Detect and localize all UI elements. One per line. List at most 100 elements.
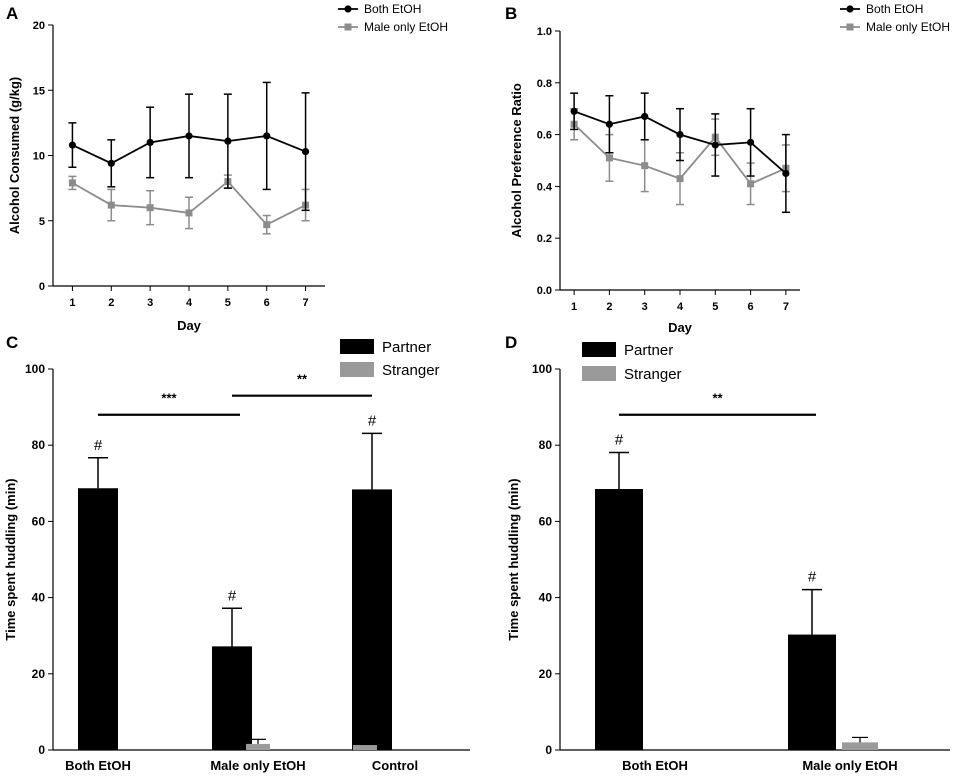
panel-letter: B xyxy=(505,4,517,23)
category-label: Male only EtOH xyxy=(210,758,305,773)
legend-swatch xyxy=(582,366,616,381)
legend: Partner Stranger xyxy=(582,342,682,383)
y-axis-title: Alcohol Consumed (g/kg) xyxy=(7,77,22,234)
x-tick-label: 6 xyxy=(748,301,754,313)
data-point xyxy=(68,141,77,149)
legend: Both EtOH Male only EtOH xyxy=(840,2,950,34)
series-both-etoh xyxy=(68,81,310,212)
data-point xyxy=(263,132,271,140)
data-point xyxy=(263,221,271,229)
x-tick-label: 1 xyxy=(69,297,75,309)
legend-label: Stranger xyxy=(382,362,440,379)
bar-stranger xyxy=(353,745,377,750)
y-tick-label: 0 xyxy=(38,743,45,757)
y-tick-label: 0.2 xyxy=(537,233,552,245)
y-tick-label: 40 xyxy=(539,591,553,605)
x-axis-title: Day xyxy=(177,318,202,333)
category-label: Male only EtOH xyxy=(802,758,897,773)
bar-partner xyxy=(212,646,252,750)
category-label: Both EtOH xyxy=(65,758,131,773)
legend-label: Male only EtOH xyxy=(364,20,448,34)
data-point xyxy=(605,120,614,128)
data-point xyxy=(641,162,649,170)
significance-hash: # xyxy=(228,587,237,604)
bar-stranger xyxy=(842,742,878,750)
y-tick-label: 15 xyxy=(33,85,45,97)
y-axis-title: Time spent huddling (min) xyxy=(506,478,521,640)
legend-swatch xyxy=(582,342,616,357)
y-axis-title: Alcohol Preference Ratio xyxy=(509,83,524,238)
data-point xyxy=(107,159,115,167)
x-tick-label: 5 xyxy=(712,301,718,313)
significance-label: *** xyxy=(161,391,177,406)
data-point xyxy=(711,141,719,149)
data-point xyxy=(570,107,578,115)
x-tick-label: 1 xyxy=(571,301,577,313)
legend-marker xyxy=(846,23,854,31)
y-tick-label: 0 xyxy=(39,281,45,293)
panel-letter: C xyxy=(6,333,18,352)
data-point xyxy=(605,154,613,162)
x-tick-label: 5 xyxy=(225,297,231,309)
x-tick-label: 4 xyxy=(186,297,193,309)
x-tick-label: 6 xyxy=(264,297,270,309)
data-point xyxy=(747,180,755,188)
bar-stranger xyxy=(246,743,270,750)
y-tick-label: 0 xyxy=(545,743,552,757)
x-tick-label: 4 xyxy=(677,301,684,313)
y-tick-label: 20 xyxy=(33,20,45,32)
bar-partner xyxy=(78,488,118,750)
data-point xyxy=(68,179,76,187)
panel-d: D 0 20 40 60 80 100 Time spent huddling (min) Bo… xyxy=(505,333,950,773)
data-point xyxy=(146,204,154,212)
bar-partner xyxy=(352,489,392,750)
legend-marker xyxy=(344,5,352,13)
data-point xyxy=(185,132,193,140)
significance-label: ** xyxy=(297,372,308,387)
x-axis-title: Day xyxy=(668,320,693,335)
legend-label: Stranger xyxy=(624,366,682,383)
legend-swatch xyxy=(340,339,374,354)
x-tick-label: 2 xyxy=(606,301,612,313)
panel-a: A 0 5 10 15 20 Alcohol Consumed (g/kg) 1 2 3 4 5 6 7 D… xyxy=(6,2,448,333)
data-point xyxy=(146,138,154,147)
data-point xyxy=(224,137,232,145)
data-point xyxy=(641,112,649,121)
significance-label: ** xyxy=(712,391,723,406)
legend-label: Male only EtOH xyxy=(866,20,950,34)
y-tick-label: 0.8 xyxy=(537,78,552,90)
data-point xyxy=(185,209,193,217)
y-tick-label: 20 xyxy=(539,667,553,681)
significance-hash: # xyxy=(615,431,624,448)
y-tick-label: 10 xyxy=(33,151,45,163)
significance-hash: # xyxy=(808,569,817,586)
x-tick-label: 7 xyxy=(303,297,309,309)
legend-swatch xyxy=(340,362,374,377)
y-tick-label: 60 xyxy=(539,514,553,528)
y-tick-label: 100 xyxy=(25,362,45,376)
bar-partner xyxy=(595,489,643,750)
data-point xyxy=(676,131,684,139)
x-tick-label: 2 xyxy=(108,297,114,309)
legend-label: Partner xyxy=(382,339,431,356)
legend-label: Both EtOH xyxy=(866,2,923,16)
y-tick-label: 40 xyxy=(32,591,46,605)
legend: Both EtOH Male only EtOH xyxy=(338,2,448,34)
x-tick-label: 3 xyxy=(147,297,153,309)
y-tick-label: 0.6 xyxy=(537,130,552,142)
bar-partner xyxy=(788,634,836,750)
category-label: Control xyxy=(372,758,418,773)
data-point xyxy=(782,169,790,178)
y-tick-label: 20 xyxy=(32,667,46,681)
panel-c: C 0 20 40 60 80 100 Time spent huddling (min) Bo… xyxy=(3,333,470,773)
y-tick-label: 60 xyxy=(32,514,46,528)
x-tick-label: 3 xyxy=(642,301,648,313)
y-tick-label: 1.0 xyxy=(537,26,552,38)
y-tick-label: 5 xyxy=(39,216,45,228)
y-tick-label: 80 xyxy=(32,438,46,452)
legend-label: Partner xyxy=(624,342,673,359)
legend: Partner Stranger xyxy=(340,339,440,379)
series-male-only-etoh xyxy=(68,174,310,235)
